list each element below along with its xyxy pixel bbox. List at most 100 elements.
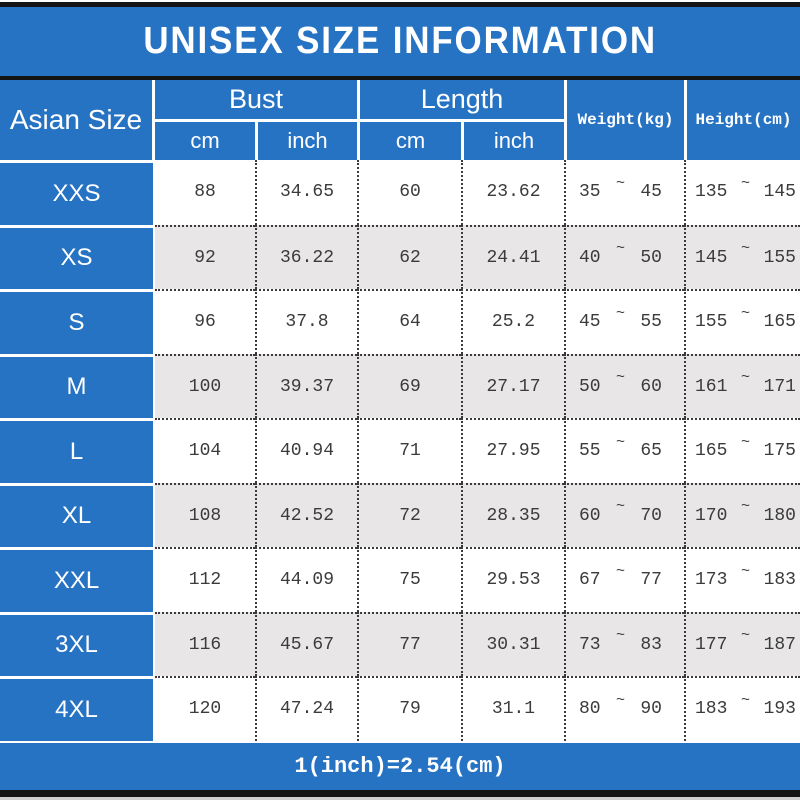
table-row: 4XL 120 47.24 79 31.1 80 ~90 183 ~193 <box>0 676 800 741</box>
tilde: ~ <box>740 369 750 387</box>
weight-range-cell: 35 ~45 <box>564 160 684 225</box>
tilde: ~ <box>740 174 750 192</box>
tilde: ~ <box>740 498 750 516</box>
length-group-header: Length <box>357 80 564 122</box>
table-row: S 96 37.8 64 25.2 45 ~55 155 ~165 <box>0 289 800 354</box>
table-row: 3XL 116 45.67 77 30.31 73 ~83 177 ~187 <box>0 611 800 676</box>
height-range-cell: 155 ~165 <box>684 289 800 354</box>
bust-cm-cell: 100 <box>155 353 255 418</box>
bottom-gray-strip <box>0 797 800 800</box>
bust-cm-cell: 120 <box>155 676 255 741</box>
bust-cm-cell: 96 <box>155 289 255 354</box>
weight-range-cell: 45 ~55 <box>564 289 684 354</box>
length-inch-cell: 28.35 <box>461 482 564 547</box>
bust-group-header: Bust <box>155 80 357 122</box>
bust-cm-cell: 112 <box>155 547 255 612</box>
tilde: ~ <box>615 304 625 322</box>
weight-range-cell: 40 ~50 <box>564 224 684 289</box>
height-range-cell: 165 ~175 <box>684 418 800 483</box>
length-cm-cell: 77 <box>357 611 461 676</box>
table-row: XS 92 36.22 62 24.41 40 ~50 145 ~155 <box>0 224 800 289</box>
bust-inch-cell: 39.37 <box>255 353 357 418</box>
bust-inch-cell: 40.94 <box>255 418 357 483</box>
weight-range-cell: 55 ~65 <box>564 418 684 483</box>
tilde: ~ <box>615 627 625 645</box>
tilde: ~ <box>615 174 625 192</box>
length-inch-cell: 24.41 <box>461 224 564 289</box>
height-label: Height(cm) <box>695 111 792 129</box>
length-cm-cell: 64 <box>357 289 461 354</box>
table-row: XXL 112 44.09 75 29.53 67 ~77 173 ~183 <box>0 547 800 612</box>
tilde: ~ <box>615 433 625 451</box>
length-cm-cell: 71 <box>357 418 461 483</box>
height-range-cell: 145 ~155 <box>684 224 800 289</box>
size-cell: XS <box>0 224 155 289</box>
bust-label: Bust <box>228 84 284 114</box>
length-cm-cell: 75 <box>357 547 461 612</box>
size-value: 4XL <box>55 695 98 723</box>
size-value: S <box>68 308 85 336</box>
size-value: M <box>66 373 87 401</box>
tilde: ~ <box>740 433 750 451</box>
bust-inch-cell: 44.09 <box>255 547 357 612</box>
tilde: ~ <box>615 498 625 516</box>
tilde: ~ <box>740 627 750 645</box>
table-row: M 100 39.37 69 27.17 50 ~60 161 ~171 <box>0 353 800 418</box>
size-value: L <box>69 437 84 465</box>
size-cell: XXL <box>0 547 155 612</box>
bust-inch-cell: 45.67 <box>255 611 357 676</box>
height-range-cell: 170 ~180 <box>684 482 800 547</box>
length-cm-label: cm <box>395 128 426 153</box>
weight-range-cell: 67 ~77 <box>564 547 684 612</box>
title-divider <box>0 76 800 80</box>
length-cm-cell: 79 <box>357 676 461 741</box>
page-title: UNISEX SIZE INFORMATION <box>143 20 657 62</box>
bust-cm-subheader: cm <box>155 122 255 160</box>
bottom-black-bar <box>0 790 800 797</box>
weight-range-cell: 80 ~90 <box>564 676 684 741</box>
bust-inch-cell: 47.24 <box>255 676 357 741</box>
length-cm-cell: 72 <box>357 482 461 547</box>
length-inch-cell: 31.1 <box>461 676 564 741</box>
size-cell: XXS <box>0 160 155 225</box>
bust-cm-cell: 92 <box>155 224 255 289</box>
length-inch-subheader: inch <box>461 122 564 160</box>
size-value: 3XL <box>55 631 98 659</box>
tilde: ~ <box>615 369 625 387</box>
top-white-line <box>0 0 800 2</box>
tilde: ~ <box>615 691 625 709</box>
length-label: Length <box>420 84 504 114</box>
length-inch-cell: 27.95 <box>461 418 564 483</box>
size-value: XXL <box>53 566 100 594</box>
size-cell: M <box>0 353 155 418</box>
length-inch-cell: 30.31 <box>461 611 564 676</box>
bust-cm-cell: 88 <box>155 160 255 225</box>
bust-inch-cell: 34.65 <box>255 160 357 225</box>
bust-inch-label: inch <box>287 128 328 153</box>
size-cell: L <box>0 418 155 483</box>
title-banner: UNISEX SIZE INFORMATION <box>0 7 800 76</box>
bust-inch-cell: 42.52 <box>255 482 357 547</box>
weight-range-cell: 50 ~60 <box>564 353 684 418</box>
asian-size-column-header: Asian Size <box>0 80 155 160</box>
size-cell: 3XL <box>0 611 155 676</box>
length-cm-subheader: cm <box>357 122 461 160</box>
height-range-cell: 173 ~183 <box>684 547 800 612</box>
height-range-cell: 161 ~171 <box>684 353 800 418</box>
tilde: ~ <box>740 304 750 322</box>
conversion-note: 1(inch)=2.54(cm) <box>294 753 506 779</box>
bust-cm-cell: 104 <box>155 418 255 483</box>
table-row: XL 108 42.52 72 28.35 60 ~70 170 ~180 <box>0 482 800 547</box>
table-row: L 104 40.94 71 27.95 55 ~65 165 ~175 <box>0 418 800 483</box>
height-range-cell: 177 ~187 <box>684 611 800 676</box>
height-range-cell: 183 ~193 <box>684 676 800 741</box>
asian-size-label: Asian Size <box>9 104 143 135</box>
bust-cm-cell: 116 <box>155 611 255 676</box>
length-inch-label: inch <box>493 128 535 153</box>
bust-inch-cell: 36.22 <box>255 224 357 289</box>
weight-range-cell: 73 ~83 <box>564 611 684 676</box>
weight-column-header: Weight(kg) <box>564 80 684 160</box>
top-black-bar <box>0 2 800 7</box>
tilde: ~ <box>740 240 750 258</box>
